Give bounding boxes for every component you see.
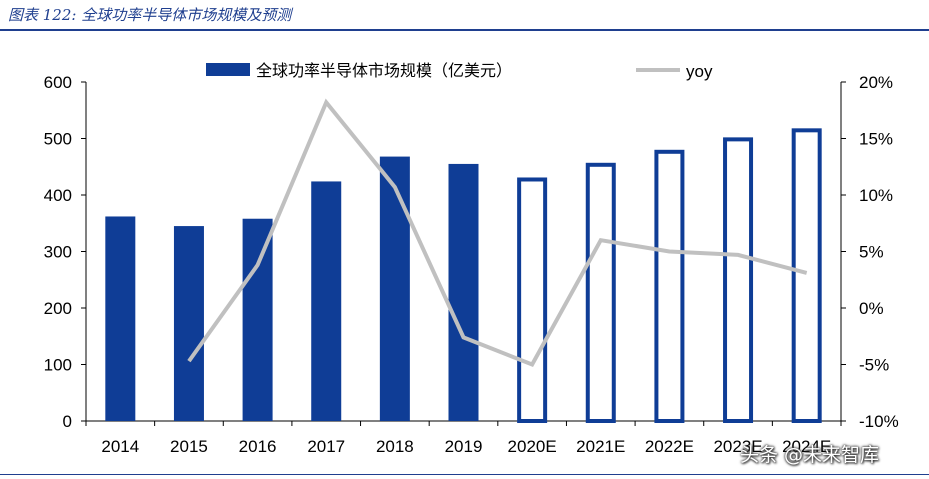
legend-label-line: yoy [686,62,713,81]
right-tick-label: -10% [859,412,899,431]
watermark-text: 头条 @未来智库 [740,444,880,466]
bar [723,137,754,423]
bar [242,218,273,421]
left-tick-label: 600 [44,73,72,92]
figure-title: 图表 122: 全球功率半导体市场规模及预测 [8,6,292,24]
yoy-line [187,98,808,368]
x-tick-label: 2021E [576,437,625,456]
bar [379,156,410,421]
left-tick-label: 200 [44,299,72,318]
right-tick-label: 20% [859,73,893,92]
bottom-divider [0,474,929,475]
bar [791,128,822,424]
x-tick-label: 2016 [239,437,277,456]
right-tick-label: 15% [859,130,893,149]
x-tick-label: 2019 [445,437,483,456]
left-tick-label: 300 [44,243,72,262]
x-tick-label: 2023E [713,437,762,456]
right-tick-label: 10% [859,186,893,205]
bar [654,149,685,424]
x-tick-label: 2015 [170,437,208,456]
x-tick-label: 2022E [645,437,694,456]
bar [311,181,342,421]
title-divider [0,29,929,31]
legend-swatch-bar [206,63,250,76]
left-tick-label: 0 [63,412,72,431]
bar [517,177,548,423]
x-tick-label: 2024E [782,437,831,456]
right-tick-label: 5% [859,243,884,262]
bar [448,163,479,422]
x-tick-label: 2014 [101,437,139,456]
bar [105,216,136,421]
legend-label-bar: 全球功率半导体市场规模（亿美元） [256,61,512,80]
bar [173,226,204,421]
x-tick-label: 2018 [376,437,414,456]
x-tick-label: 2020E [508,437,557,456]
right-tick-label: 0% [859,299,884,318]
left-tick-label: 500 [44,130,72,149]
bar [585,162,616,423]
x-tick-label: 2017 [307,437,345,456]
right-tick-label: -5% [859,356,889,375]
left-tick-label: 100 [44,356,72,375]
left-tick-label: 400 [44,186,72,205]
